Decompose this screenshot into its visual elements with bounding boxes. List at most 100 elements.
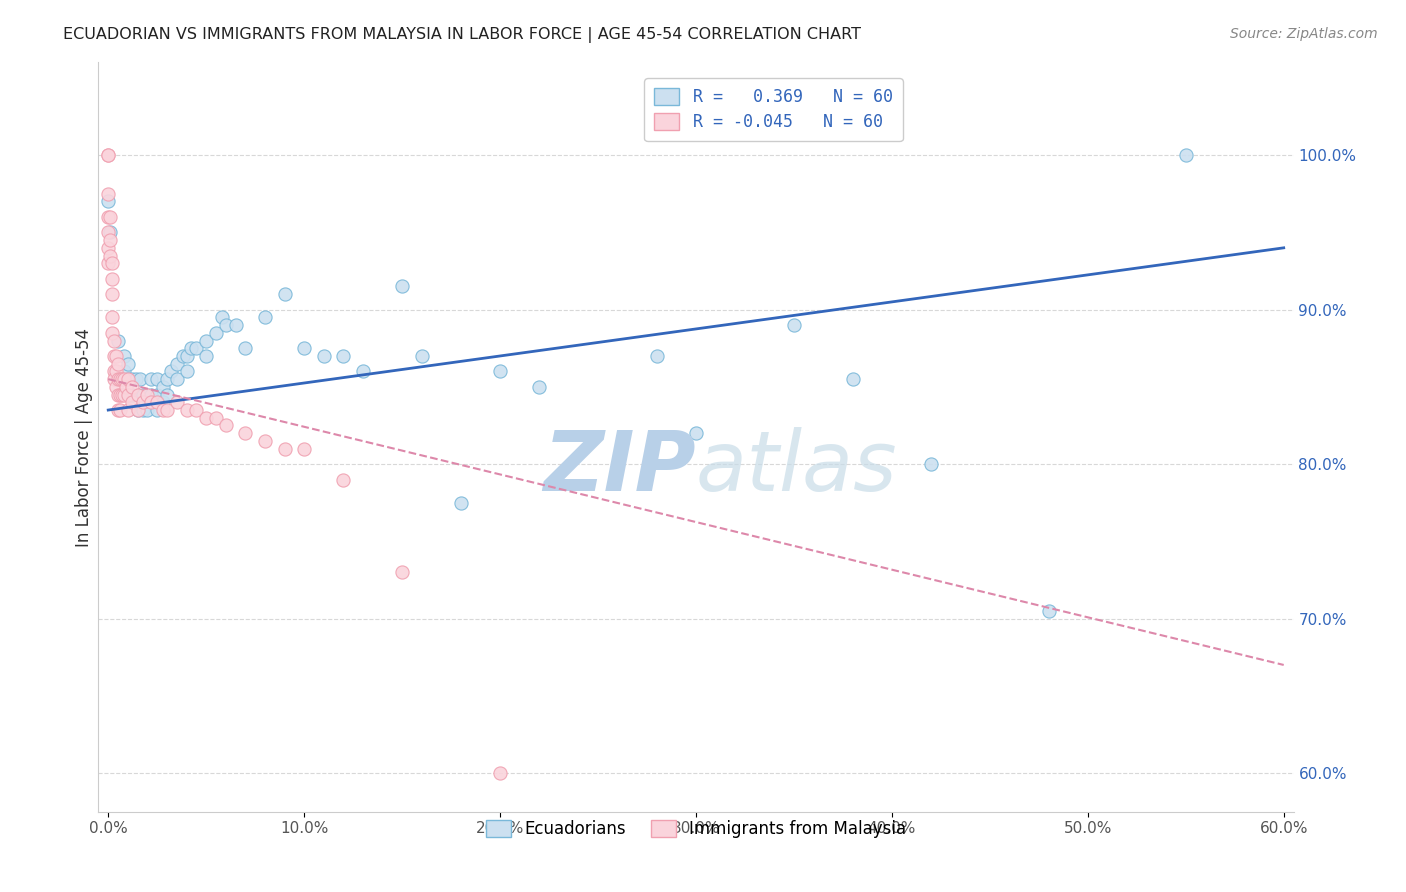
Point	[103, 334, 125, 348]
Text: ZIP: ZIP	[543, 426, 696, 508]
Point	[127, 387, 149, 401]
Point	[195, 349, 218, 363]
Point	[841, 372, 863, 386]
Point	[186, 341, 208, 355]
Point	[98, 210, 121, 224]
Point	[127, 403, 149, 417]
Point	[97, 186, 120, 201]
Point	[112, 349, 135, 363]
Point	[101, 326, 124, 340]
Point	[205, 326, 228, 340]
Point	[101, 256, 124, 270]
Point	[111, 372, 134, 386]
Point	[685, 426, 707, 441]
Point	[121, 395, 143, 409]
Point	[101, 310, 124, 325]
Point	[450, 496, 472, 510]
Point	[127, 387, 149, 401]
Point	[97, 210, 120, 224]
Point	[127, 403, 149, 417]
Point	[391, 566, 413, 580]
Point	[645, 349, 668, 363]
Point	[132, 387, 155, 401]
Point	[253, 310, 276, 325]
Point	[205, 410, 228, 425]
Point	[97, 194, 120, 209]
Point	[146, 395, 169, 409]
Legend: Ecuadorians, Immigrants from Malaysia: Ecuadorians, Immigrants from Malaysia	[475, 810, 917, 848]
Point	[253, 434, 276, 448]
Point	[107, 357, 129, 371]
Point	[152, 395, 174, 409]
Point	[97, 148, 120, 162]
Point	[332, 473, 354, 487]
Point	[117, 372, 139, 386]
Point	[136, 403, 159, 417]
Point	[121, 372, 143, 386]
Point	[97, 226, 120, 240]
Point	[179, 341, 201, 355]
Point	[273, 442, 295, 456]
Text: atlas: atlas	[696, 426, 897, 508]
Point	[117, 372, 139, 386]
Point	[112, 364, 135, 378]
Point	[97, 148, 120, 162]
Text: ECUADORIAN VS IMMIGRANTS FROM MALAYSIA IN LABOR FORCE | AGE 45-54 CORRELATION CH: ECUADORIAN VS IMMIGRANTS FROM MALAYSIA I…	[63, 27, 862, 43]
Point	[103, 364, 125, 378]
Point	[121, 387, 143, 401]
Point	[117, 387, 139, 401]
Y-axis label: In Labor Force | Age 45-54: In Labor Force | Age 45-54	[75, 327, 93, 547]
Point	[312, 349, 335, 363]
Point	[146, 403, 169, 417]
Point	[141, 372, 163, 386]
Point	[103, 349, 125, 363]
Point	[132, 403, 155, 417]
Point	[152, 380, 174, 394]
Point	[101, 271, 124, 285]
Point	[1174, 148, 1197, 162]
Point	[235, 426, 257, 441]
Point	[105, 380, 128, 394]
Point	[136, 387, 159, 401]
Point	[152, 403, 174, 417]
Point	[292, 341, 315, 355]
Point	[111, 387, 134, 401]
Point	[112, 387, 135, 401]
Point	[489, 766, 512, 780]
Point	[235, 341, 257, 355]
Point	[391, 279, 413, 293]
Point	[176, 403, 198, 417]
Point	[105, 349, 128, 363]
Point	[124, 372, 146, 386]
Point	[156, 372, 179, 386]
Point	[107, 334, 129, 348]
Point	[98, 248, 121, 262]
Point	[160, 364, 183, 378]
Point	[172, 349, 194, 363]
Point	[186, 403, 208, 417]
Point	[215, 318, 238, 332]
Point	[146, 372, 169, 386]
Point	[529, 380, 551, 394]
Point	[132, 395, 155, 409]
Point	[176, 364, 198, 378]
Point	[166, 357, 188, 371]
Point	[156, 387, 179, 401]
Point	[117, 357, 139, 371]
Point	[97, 256, 120, 270]
Point	[107, 403, 129, 417]
Point	[105, 364, 128, 378]
Point	[117, 403, 139, 417]
Point	[215, 418, 238, 433]
Point	[156, 403, 179, 417]
Point	[108, 372, 131, 386]
Point	[98, 233, 121, 247]
Point	[489, 364, 512, 378]
Point	[176, 349, 198, 363]
Point	[195, 334, 218, 348]
Point	[101, 287, 124, 301]
Point	[141, 387, 163, 401]
Point	[195, 410, 218, 425]
Point	[107, 387, 129, 401]
Text: Source: ZipAtlas.com: Source: ZipAtlas.com	[1230, 27, 1378, 41]
